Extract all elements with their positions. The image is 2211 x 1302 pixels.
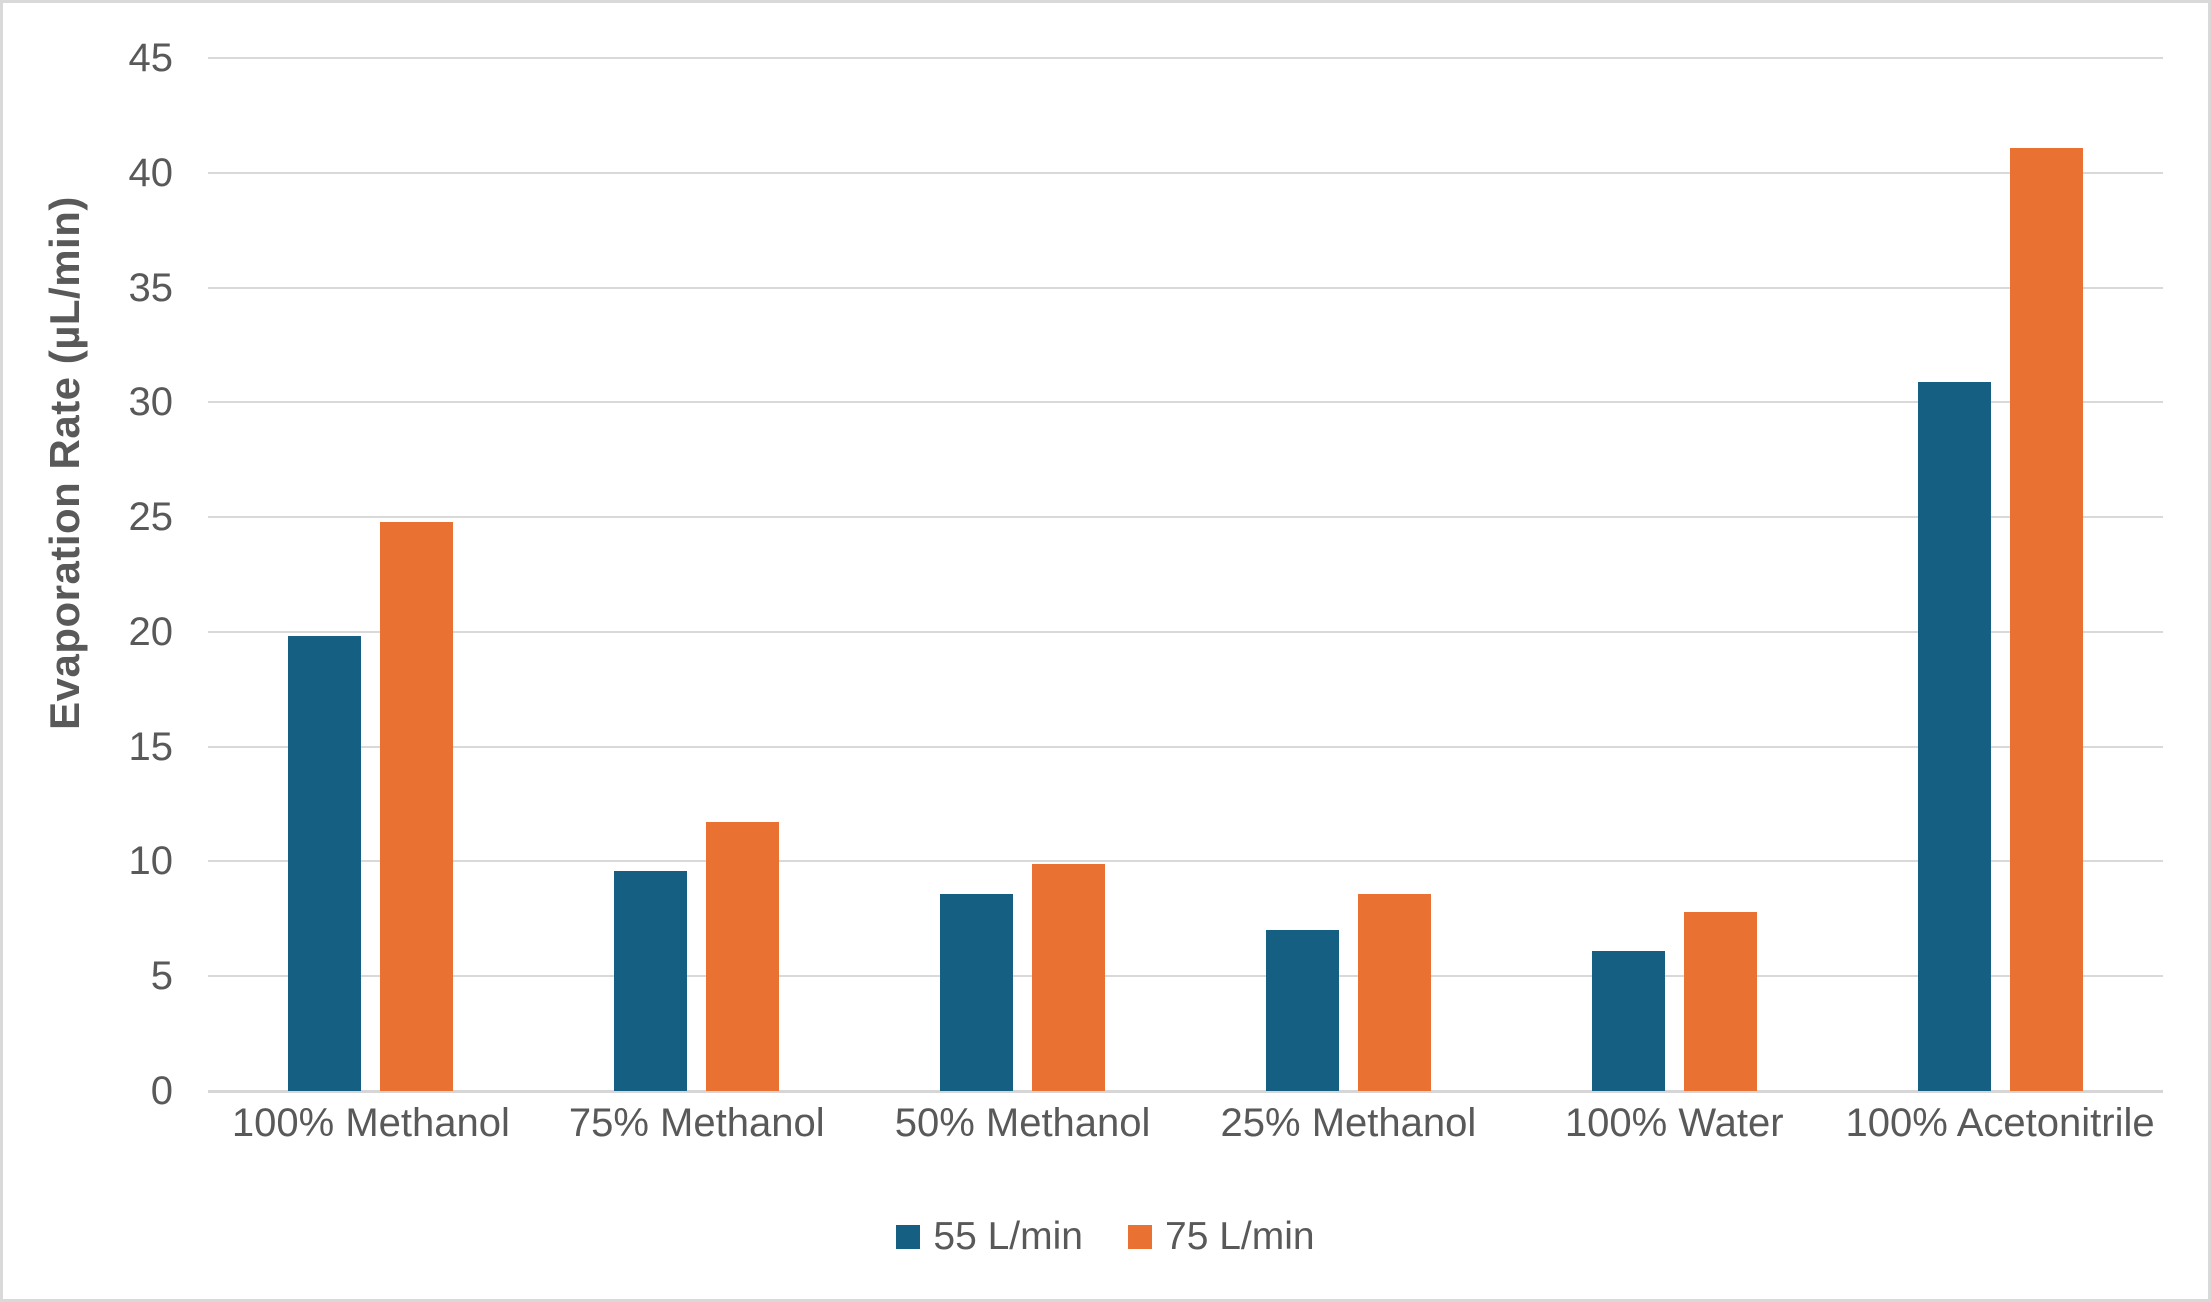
x-axis-label: 100% Acetonitrile [1845, 1101, 2155, 1145]
category-group [208, 58, 534, 1091]
y-tick-label: 20 [128, 609, 174, 654]
gridline [208, 630, 2163, 633]
x-axis-labels-row: 100% Methanol 75% Methanol 50% Methanol 25%… [208, 1101, 2163, 1146]
y-tick-label: 0 [150, 1069, 173, 1113]
gridline [208, 286, 2163, 289]
bar-75-l-min [380, 521, 454, 1091]
y-tick-label: 45 [128, 36, 174, 80]
x-axis-line [208, 1090, 2163, 1093]
legend-item-label: 55 L/min [933, 1215, 1083, 1258]
gridline [208, 401, 2163, 404]
bar-75-l-min [706, 822, 780, 1091]
x-axis-label: 50% Methanol [894, 1101, 1151, 1145]
legend-item-label: 75 L/min [1165, 1215, 1315, 1258]
legend-swatch-icon [1128, 1225, 1152, 1249]
legend-swatch-icon [896, 1225, 921, 1249]
x-axis-label: 100% Methanol [231, 1101, 510, 1145]
bar-75-l-min [1357, 893, 1431, 1091]
gridline [208, 516, 2163, 519]
gridline [208, 860, 2163, 863]
gridline [208, 57, 2163, 59]
y-tick-label: 25 [128, 495, 174, 540]
category-group [1186, 58, 1512, 1091]
bar-75-l-min [1683, 911, 1757, 1091]
legend: 55 L/min 75 L/min [3, 1215, 2208, 1259]
legend-item-55-l-min: 55 L/min [896, 1215, 1083, 1259]
x-axis-label: 25% Methanol [1220, 1101, 1477, 1145]
bar-55-l-min [1591, 950, 1665, 1091]
x-axis-label: 100% Water [1564, 1101, 1784, 1145]
bar-75-l-min [1032, 863, 1106, 1091]
gridline [208, 975, 2163, 978]
gridline [208, 745, 2163, 748]
y-tick-label: 30 [128, 380, 174, 425]
gridline [208, 171, 2163, 174]
y-tick-label: 40 [128, 150, 174, 195]
category-group [1511, 58, 1837, 1091]
bar-55-l-min [940, 893, 1014, 1091]
legend-item-75-l-min: 75 L/min [1128, 1215, 1315, 1259]
bar-55-l-min [288, 636, 362, 1091]
y-tick-label: 5 [150, 954, 173, 999]
bar-55-l-min [614, 870, 688, 1091]
bar-55-l-min [1265, 930, 1339, 1091]
y-tick-label: 15 [128, 724, 174, 769]
bar-75-l-min [2009, 147, 2083, 1091]
y-tick-label: 10 [128, 839, 174, 884]
bar-55-l-min [1917, 381, 1991, 1091]
x-axis-label: 75% Methanol [568, 1101, 825, 1145]
plot-area [208, 57, 2163, 1093]
y-tick-label: 35 [128, 265, 174, 310]
category-group [534, 58, 860, 1091]
category-group [1837, 58, 2163, 1091]
category-group [860, 58, 1186, 1091]
